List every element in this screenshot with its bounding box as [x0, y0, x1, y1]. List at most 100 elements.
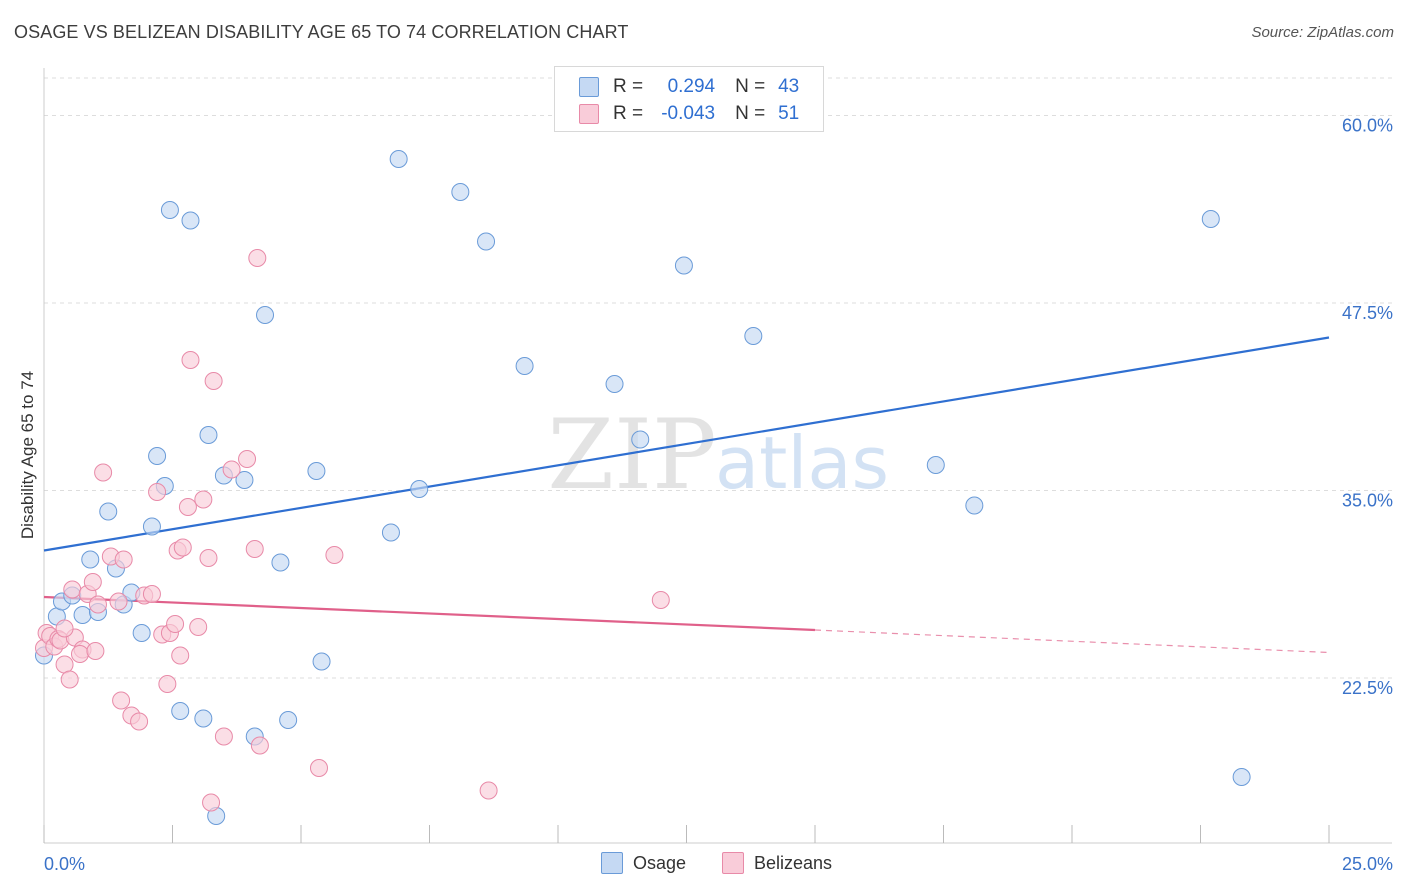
belizeans-point: [83, 573, 102, 591]
osage-point: [142, 517, 161, 536]
legend-row-osage: R = 0.294 N = 43: [579, 75, 799, 99]
chart-title: OSAGE VS BELIZEAN DISABILITY AGE 65 TO 7…: [14, 22, 629, 42]
watermark-atlas: atlas: [715, 421, 889, 505]
y-tick-label: 47.5%: [1342, 303, 1393, 323]
legend-item-belizeans[interactable]: Belizeans: [722, 852, 832, 874]
osage-point: [171, 702, 190, 720]
osage-point: [965, 496, 984, 515]
belizeans-point: [204, 372, 223, 390]
belizeans-point: [181, 351, 200, 369]
y-tick-label: 35.0%: [1342, 491, 1393, 511]
belizeans-trend-extension: [814, 629, 1330, 654]
osage-point: [605, 375, 624, 393]
belizeans-trend-line: [43, 595, 816, 632]
osage-point: [674, 256, 693, 275]
osage-r-value: 0.294: [667, 76, 716, 97]
belizeans-point: [94, 463, 113, 482]
belizeans-point: [112, 691, 131, 710]
belizeans-point: [142, 585, 161, 603]
belizeans-point: [173, 538, 192, 557]
osage-point: [1232, 768, 1251, 786]
belizeans-point: [238, 450, 257, 468]
osage-point: [307, 462, 326, 480]
belizeans-point: [63, 580, 82, 599]
osage-point: [99, 502, 118, 521]
belizeans-r-value: -0.043: [661, 103, 716, 124]
belizeans-point: [202, 793, 221, 812]
belizeans-point: [114, 550, 133, 569]
osage-point: [199, 426, 218, 444]
osage-point: [132, 624, 151, 642]
source-label: Source: ZipAtlas.com: [1251, 24, 1394, 41]
osage-n-label: N =: [735, 76, 766, 97]
belizeans-point: [479, 781, 498, 800]
osage-r-label: R =: [613, 76, 644, 97]
belizeans-point: [130, 712, 149, 731]
osage-point: [271, 553, 290, 572]
belizeans-point: [55, 619, 74, 638]
belizeans-point: [248, 249, 267, 267]
legend-item-osage[interactable]: Osage: [601, 852, 686, 874]
correlation-legend: R = 0.294 N = 43 R = -0.043 N = 51: [554, 66, 824, 132]
osage-point: [631, 430, 650, 449]
belizeans-point: [194, 490, 213, 509]
osage-swatch: [579, 77, 599, 97]
osage-point: [926, 456, 945, 474]
belizeans-point: [245, 540, 264, 558]
belizeans-point: [199, 549, 218, 567]
y-tick-label: 22.5%: [1342, 678, 1393, 698]
belizeans-swatch: [579, 104, 599, 124]
osage-legend-swatch: [601, 852, 623, 874]
belizeans-point: [166, 615, 185, 633]
x-tick-label: 0.0%: [44, 854, 85, 874]
watermark: ZIP atlas: [547, 399, 889, 511]
osage-point: [235, 471, 254, 489]
osage-point: [279, 711, 298, 729]
belizeans-point: [171, 646, 190, 665]
osage-point: [148, 447, 167, 465]
belizeans-n-label: N =: [735, 103, 766, 124]
watermark-zip: ZIP: [547, 399, 716, 511]
belizeans-point: [86, 642, 105, 660]
y-axis-label: Disability Age 65 to 74: [18, 370, 37, 540]
osage-point: [73, 606, 92, 624]
osage-point: [451, 183, 470, 201]
x-tick-label: 25.0%: [1342, 854, 1393, 874]
belizeans-legend-swatch: [722, 852, 744, 874]
belizeans-point: [148, 483, 167, 501]
belizeans-point: [109, 592, 128, 611]
osage-point: [389, 150, 408, 168]
osage-point: [410, 480, 429, 498]
belizeans-point: [309, 759, 328, 777]
gridlines: [44, 77, 1392, 679]
osage-point: [256, 306, 275, 324]
osage-point: [312, 652, 331, 671]
legend-row-belizeans: R = -0.043 N = 51: [579, 102, 799, 126]
belizeans-point: [55, 655, 74, 674]
belizeans-legend-label: Belizeans: [754, 852, 833, 873]
belizeans-point: [88, 595, 107, 614]
belizeans-r-label: R =: [613, 103, 644, 124]
belizeans-n-value: 51: [778, 103, 800, 124]
osage-point: [515, 357, 534, 375]
osage-point: [181, 211, 200, 230]
osage-point: [81, 550, 100, 569]
belizeans-point: [214, 727, 233, 746]
osage-point: [1201, 210, 1220, 228]
belizeans-point: [222, 460, 241, 479]
axes: [43, 68, 1392, 844]
belizeans-point: [60, 670, 79, 689]
y-tick-label: 60.0%: [1342, 116, 1393, 136]
belizeans-point: [189, 618, 208, 636]
trend-lines: [43, 336, 1330, 654]
belizeans-point: [325, 546, 344, 564]
osage-legend-label: Osage: [633, 852, 687, 873]
osage-point: [160, 201, 179, 219]
tick-labels: 22.5% 35.0% 47.5% 60.0% 0.0% 25.0%: [44, 116, 1393, 875]
belizeans-point: [250, 736, 269, 755]
belizeans-point: [158, 675, 177, 693]
osage-trend-line: [43, 336, 1330, 552]
belizeans-point: [178, 498, 197, 516]
osage-point: [381, 523, 400, 542]
